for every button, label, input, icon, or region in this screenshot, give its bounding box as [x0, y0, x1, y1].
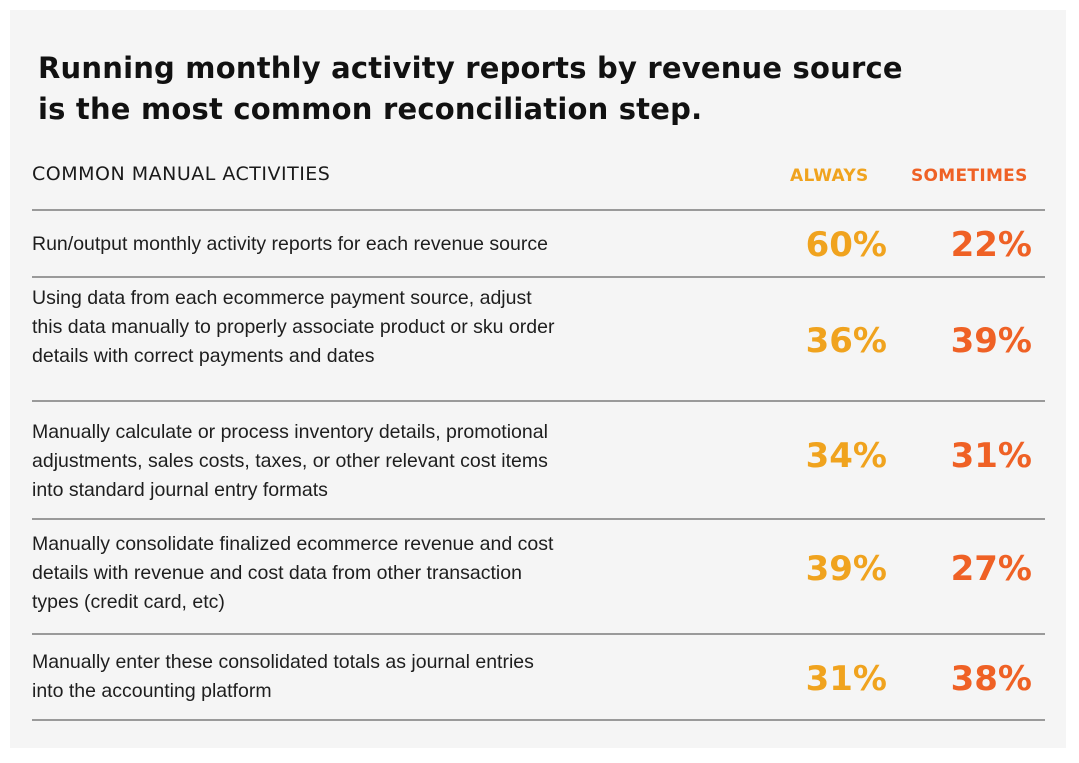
- column-header-activities: COMMON MANUAL ACTIVITIES: [32, 163, 331, 185]
- description-line: details with correct payments and dates: [32, 345, 375, 367]
- headline-line-2: is the most common reconciliation step.: [38, 92, 703, 126]
- divider: [32, 518, 1045, 520]
- sometimes-percent: 38%: [950, 659, 1032, 699]
- description-line: Using data from each ecommerce payment s…: [32, 287, 532, 309]
- divider: [32, 719, 1045, 721]
- divider: [32, 400, 1045, 402]
- sometimes-percent: 27%: [950, 549, 1032, 589]
- sometimes-percent: 39%: [950, 321, 1032, 361]
- headline-line-1: Running monthly activity reports by reve…: [38, 51, 903, 85]
- always-percent: 60%: [805, 225, 887, 265]
- always-percent: 34%: [805, 436, 887, 476]
- table-row: Manually consolidate finalized ecommerce…: [32, 520, 1045, 634]
- divider: [32, 276, 1045, 278]
- sometimes-percent: 22%: [950, 225, 1032, 265]
- description-line: Run/output monthly activity reports for …: [32, 233, 548, 255]
- activity-description: Manually consolidate finalized ecommerce…: [32, 530, 772, 617]
- description-line: Manually consolidate finalized ecommerce…: [32, 533, 554, 555]
- description-line: this data manually to properly associate…: [32, 316, 555, 338]
- description-line: into the accounting platform: [32, 680, 272, 702]
- activity-description: Using data from each ecommerce payment s…: [32, 284, 772, 371]
- always-percent: 39%: [805, 549, 887, 589]
- activity-description: Run/output monthly activity reports for …: [32, 230, 772, 259]
- description-line: details with revenue and cost data from …: [32, 562, 522, 584]
- always-percent: 31%: [805, 659, 887, 699]
- description-line: Manually enter these consolidated totals…: [32, 651, 534, 673]
- activity-description: Manually enter these consolidated totals…: [32, 648, 772, 706]
- column-header-sometimes: SOMETIMES: [911, 166, 1028, 186]
- table-row: Manually calculate or process inventory …: [32, 402, 1045, 519]
- infographic-card: Running monthly activity reports by reve…: [10, 10, 1066, 748]
- table-row: Manually enter these consolidated totals…: [32, 635, 1045, 720]
- always-percent: 36%: [805, 321, 887, 361]
- column-header-always: ALWAYS: [790, 166, 869, 186]
- sometimes-percent: 31%: [950, 436, 1032, 476]
- table-row: Run/output monthly activity reports for …: [32, 211, 1045, 277]
- description-line: types (credit card, etc): [32, 591, 225, 613]
- activity-description: Manually calculate or process inventory …: [32, 418, 772, 505]
- table-row: Using data from each ecommerce payment s…: [32, 278, 1045, 401]
- divider: [32, 209, 1045, 211]
- divider: [32, 633, 1045, 635]
- headline: Running monthly activity reports by reve…: [38, 48, 903, 130]
- description-line: adjustments, sales costs, taxes, or othe…: [32, 450, 548, 472]
- description-line: Manually calculate or process inventory …: [32, 421, 548, 443]
- description-line: into standard journal entry formats: [32, 479, 328, 501]
